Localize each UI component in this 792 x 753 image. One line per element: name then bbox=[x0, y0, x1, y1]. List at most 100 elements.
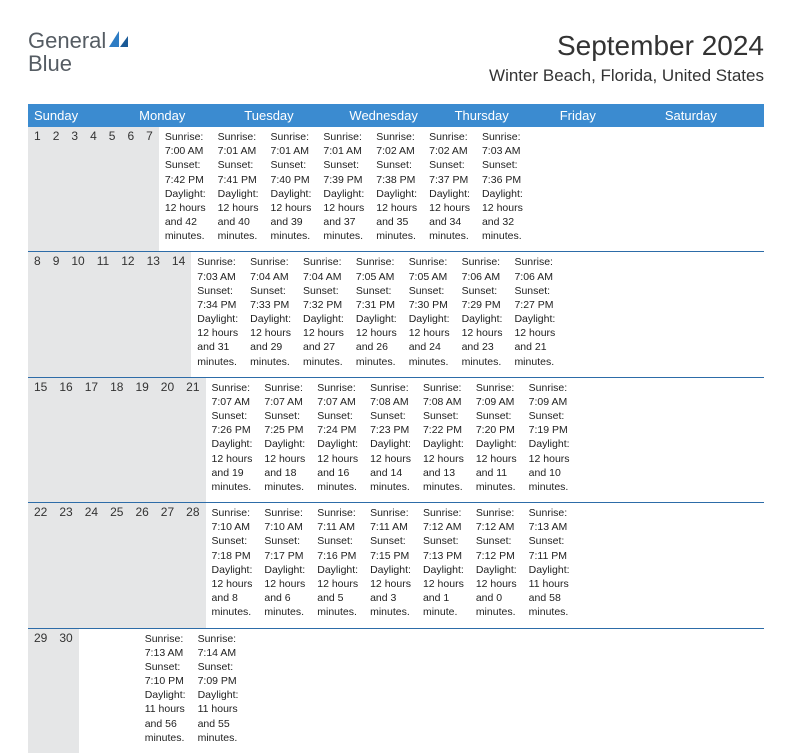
daylight-text-1: Daylight: 12 hours bbox=[476, 563, 517, 591]
sunrise-text: Sunrise: 7:04 AM bbox=[250, 255, 291, 283]
daylight-text-1: Daylight: 12 hours bbox=[323, 187, 364, 215]
daylight-text-2: and 42 minutes. bbox=[165, 215, 206, 243]
daylight-text-2: and 26 minutes. bbox=[356, 340, 397, 368]
day-number: 17 bbox=[79, 378, 104, 502]
daylight-text-1: Daylight: 12 hours bbox=[165, 187, 206, 215]
week-row: 2930Sunrise: 7:13 AMSunset: 7:10 PMDayli… bbox=[28, 629, 764, 753]
daylight-text-1: Daylight: 12 hours bbox=[423, 563, 464, 591]
sunrise-text: Sunrise: 7:13 AM bbox=[145, 632, 186, 660]
body-row: Sunrise: 7:07 AMSunset: 7:26 PMDaylight:… bbox=[206, 378, 576, 502]
daylight-text-2: and 58 minutes. bbox=[529, 591, 570, 619]
day-cell bbox=[280, 629, 292, 753]
day-number: 21 bbox=[180, 378, 205, 502]
logo: General Blue bbox=[28, 30, 130, 76]
sunrise-text: Sunrise: 7:07 AM bbox=[264, 381, 305, 409]
day-number: 25 bbox=[104, 503, 129, 627]
day-cell: Sunrise: 7:02 AMSunset: 7:38 PMDaylight:… bbox=[370, 127, 423, 251]
daylight-text-1: Daylight: 11 hours bbox=[529, 563, 570, 591]
daylight-text-1: Daylight: 12 hours bbox=[356, 312, 397, 340]
day-number bbox=[79, 629, 91, 753]
day-number: 28 bbox=[180, 503, 205, 627]
day-header-cell: Wednesday bbox=[343, 104, 448, 127]
sunset-text: Sunset: 7:42 PM bbox=[165, 158, 206, 186]
day-cell: Sunrise: 7:02 AMSunset: 7:37 PMDaylight:… bbox=[423, 127, 476, 251]
daylight-text-2: and 5 minutes. bbox=[317, 591, 358, 619]
day-cell: Sunrise: 7:04 AMSunset: 7:32 PMDaylight:… bbox=[297, 252, 350, 376]
daylight-text-2: and 1 minute. bbox=[423, 591, 464, 619]
day-header-cell: Tuesday bbox=[238, 104, 343, 127]
daylight-text-2: and 31 minutes. bbox=[197, 340, 238, 368]
sunrise-text: Sunrise: 7:14 AM bbox=[198, 632, 239, 660]
day-number bbox=[103, 629, 115, 753]
day-header-cell: Sunday bbox=[28, 104, 133, 127]
day-number: 11 bbox=[91, 252, 115, 376]
day-cell bbox=[268, 629, 280, 753]
day-number: 19 bbox=[129, 378, 154, 502]
day-number: 26 bbox=[129, 503, 154, 627]
sunset-text: Sunset: 7:41 PM bbox=[218, 158, 259, 186]
sunset-text: Sunset: 7:40 PM bbox=[271, 158, 312, 186]
day-number: 14 bbox=[166, 252, 191, 376]
day-number: 6 bbox=[121, 127, 140, 251]
daynum-row: 1234567 bbox=[28, 127, 159, 251]
day-cell: Sunrise: 7:14 AMSunset: 7:09 PMDaylight:… bbox=[192, 629, 245, 753]
logo-text-general: General bbox=[28, 28, 106, 53]
day-cell: Sunrise: 7:03 AMSunset: 7:34 PMDaylight:… bbox=[191, 252, 244, 376]
sunset-text: Sunset: 7:33 PM bbox=[250, 284, 291, 312]
day-number bbox=[127, 629, 139, 753]
logo-sail-icon bbox=[108, 35, 130, 52]
daylight-text-1: Daylight: 12 hours bbox=[370, 437, 411, 465]
day-cell bbox=[256, 629, 268, 753]
sunrise-text: Sunrise: 7:07 AM bbox=[212, 381, 253, 409]
sunrise-text: Sunrise: 7:10 AM bbox=[264, 506, 305, 534]
sunrise-text: Sunrise: 7:12 AM bbox=[476, 506, 517, 534]
day-number: 15 bbox=[28, 378, 53, 502]
day-header-cell: Monday bbox=[133, 104, 238, 127]
daylight-text-1: Daylight: 12 hours bbox=[514, 312, 555, 340]
daylight-text-1: Daylight: 12 hours bbox=[429, 187, 470, 215]
sunset-text: Sunset: 7:24 PM bbox=[317, 409, 358, 437]
day-cell: Sunrise: 7:10 AMSunset: 7:18 PMDaylight:… bbox=[206, 503, 259, 627]
sunset-text: Sunset: 7:09 PM bbox=[198, 660, 239, 688]
daylight-text-2: and 27 minutes. bbox=[303, 340, 344, 368]
day-cell: Sunrise: 7:12 AMSunset: 7:12 PMDaylight:… bbox=[470, 503, 523, 627]
daylight-text-2: and 55 minutes. bbox=[198, 717, 239, 745]
daylight-text-1: Daylight: 12 hours bbox=[409, 312, 450, 340]
sunrise-text: Sunrise: 7:13 AM bbox=[529, 506, 570, 534]
sunset-text: Sunset: 7:34 PM bbox=[197, 284, 238, 312]
day-number: 12 bbox=[115, 252, 140, 376]
day-header-cell: Friday bbox=[554, 104, 659, 127]
daylight-text-2: and 29 minutes. bbox=[250, 340, 291, 368]
day-number: 3 bbox=[65, 127, 84, 251]
day-number: 10 bbox=[65, 252, 90, 376]
day-number: 2 bbox=[47, 127, 66, 251]
daylight-text-2: and 19 minutes. bbox=[212, 466, 253, 494]
daylight-text-2: and 16 minutes. bbox=[317, 466, 358, 494]
sunset-text: Sunset: 7:22 PM bbox=[423, 409, 464, 437]
day-cell: Sunrise: 7:07 AMSunset: 7:26 PMDaylight:… bbox=[206, 378, 259, 502]
logo-text-blue: Blue bbox=[28, 51, 72, 76]
daylight-text-2: and 23 minutes. bbox=[462, 340, 503, 368]
daylight-text-1: Daylight: 12 hours bbox=[370, 563, 411, 591]
day-number bbox=[115, 629, 127, 753]
daylight-text-2: and 18 minutes. bbox=[264, 466, 305, 494]
day-number: 9 bbox=[47, 252, 66, 376]
sunrise-text: Sunrise: 7:05 AM bbox=[356, 255, 397, 283]
month-title: September 2024 bbox=[489, 30, 764, 62]
body-row: Sunrise: 7:03 AMSunset: 7:34 PMDaylight:… bbox=[191, 252, 561, 376]
week-row: 1234567Sunrise: 7:00 AMSunset: 7:42 PMDa… bbox=[28, 127, 764, 252]
sunset-text: Sunset: 7:30 PM bbox=[409, 284, 450, 312]
daylight-text-1: Daylight: 11 hours bbox=[198, 688, 239, 716]
daylight-text-2: and 10 minutes. bbox=[529, 466, 570, 494]
day-cell: Sunrise: 7:01 AMSunset: 7:41 PMDaylight:… bbox=[212, 127, 265, 251]
sunset-text: Sunset: 7:15 PM bbox=[370, 534, 411, 562]
daylight-text-2: and 0 minutes. bbox=[476, 591, 517, 619]
day-number: 7 bbox=[140, 127, 159, 251]
daylight-text-2: and 39 minutes. bbox=[271, 215, 312, 243]
daylight-text-2: and 6 minutes. bbox=[264, 591, 305, 619]
daylight-text-1: Daylight: 12 hours bbox=[212, 563, 253, 591]
daylight-text-1: Daylight: 12 hours bbox=[197, 312, 238, 340]
day-cell: Sunrise: 7:08 AMSunset: 7:23 PMDaylight:… bbox=[364, 378, 417, 502]
daylight-text-1: Daylight: 12 hours bbox=[482, 187, 523, 215]
day-cell: Sunrise: 7:01 AMSunset: 7:39 PMDaylight:… bbox=[317, 127, 370, 251]
